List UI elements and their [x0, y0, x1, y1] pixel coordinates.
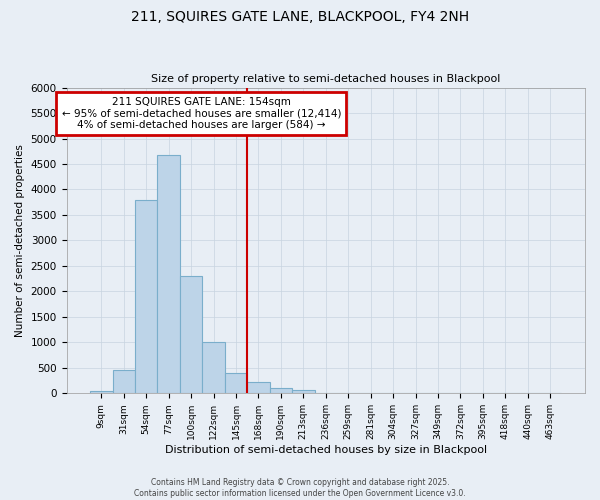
Bar: [225, 373, 247, 394]
Bar: [247, 382, 269, 394]
Title: Size of property relative to semi-detached houses in Blackpool: Size of property relative to semi-detach…: [151, 74, 500, 84]
Text: 211, SQUIRES GATE LANE, BLACKPOOL, FY4 2NH: 211, SQUIRES GATE LANE, BLACKPOOL, FY4 2…: [131, 10, 469, 24]
Text: Contains HM Land Registry data © Crown copyright and database right 2025.
Contai: Contains HM Land Registry data © Crown c…: [134, 478, 466, 498]
Bar: [202, 342, 225, 394]
Bar: [157, 155, 180, 394]
Bar: [292, 390, 314, 394]
Text: 211 SQUIRES GATE LANE: 154sqm
← 95% of semi-detached houses are smaller (12,414): 211 SQUIRES GATE LANE: 154sqm ← 95% of s…: [62, 96, 341, 130]
X-axis label: Distribution of semi-detached houses by size in Blackpool: Distribution of semi-detached houses by …: [165, 445, 487, 455]
Bar: [180, 276, 202, 394]
Bar: [113, 370, 135, 394]
Bar: [90, 391, 113, 394]
Bar: [135, 200, 157, 394]
Bar: [269, 388, 292, 394]
Y-axis label: Number of semi-detached properties: Number of semi-detached properties: [15, 144, 25, 337]
